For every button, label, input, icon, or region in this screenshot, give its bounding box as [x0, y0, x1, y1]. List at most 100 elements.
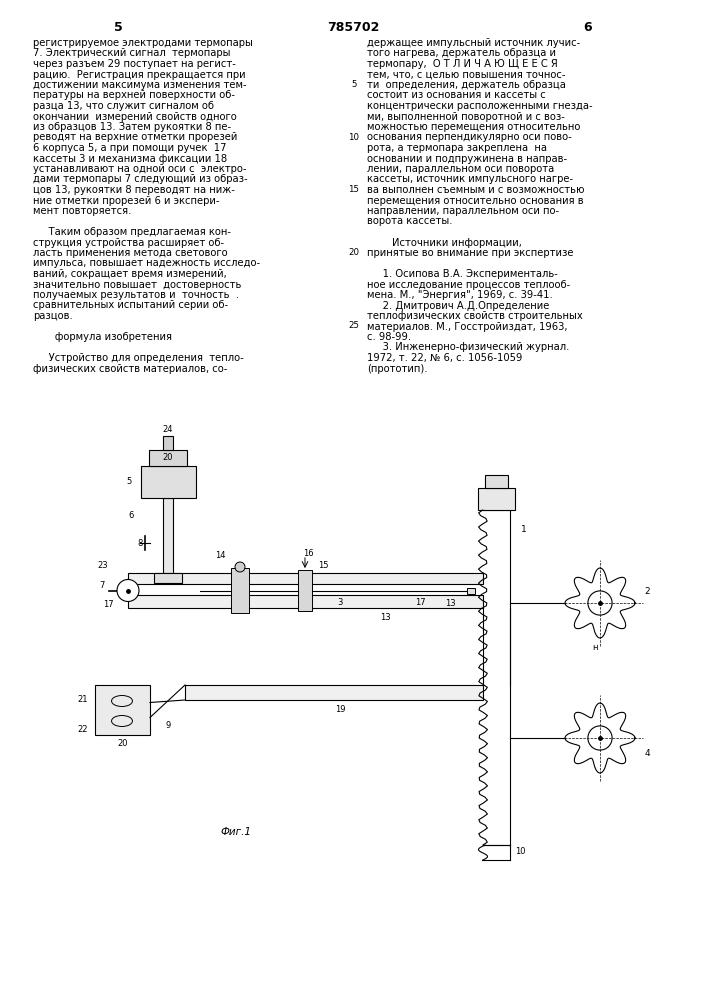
Text: 20: 20	[349, 248, 359, 257]
Text: состоит из основания и кассеты с: состоит из основания и кассеты с	[367, 91, 546, 101]
Text: перемещения относительно основания в: перемещения относительно основания в	[367, 196, 583, 206]
Text: достижении максимума изменения тем-: достижении максимума изменения тем-	[33, 80, 247, 90]
Circle shape	[235, 562, 245, 572]
Text: теплофизических свойств строительных: теплофизических свойств строительных	[367, 311, 583, 321]
Text: 15: 15	[349, 185, 359, 194]
Text: 16: 16	[303, 548, 313, 558]
Text: 5: 5	[127, 478, 132, 487]
Text: 1. Осипова В.А. Эксперименталь-: 1. Осипова В.А. Эксперименталь-	[367, 269, 558, 279]
Text: термопару,  О Т Л И Ч А Ю Щ Е Е С Я: термопару, О Т Л И Ч А Ю Щ Е Е С Я	[367, 59, 558, 69]
Text: ворота кассеты.: ворота кассеты.	[367, 217, 452, 227]
Text: ние отметки прорезей 6 и экспери-: ние отметки прорезей 6 и экспери-	[33, 196, 219, 206]
Text: лении, параллельном оси поворота: лении, параллельном оси поворота	[367, 164, 554, 174]
Text: 2: 2	[644, 586, 650, 595]
Text: устанавливают на одной оси с  электро-: устанавливают на одной оси с электро-	[33, 164, 247, 174]
Text: н: н	[592, 643, 597, 652]
Text: 10: 10	[515, 848, 525, 856]
Bar	[154, 573, 182, 583]
Text: 21: 21	[78, 696, 88, 704]
Text: через разъем 29 поступает на регист-: через разъем 29 поступает на регист-	[33, 59, 236, 69]
Text: 20: 20	[163, 454, 173, 462]
Text: ваний, сокращает время измерений,: ваний, сокращает время измерений,	[33, 269, 227, 279]
Bar	[128, 595, 483, 608]
Text: 5: 5	[351, 80, 357, 89]
Text: 1972, т. 22, № 6, с. 1056-1059: 1972, т. 22, № 6, с. 1056-1059	[367, 353, 522, 363]
Text: ласть применения метода светового: ласть применения метода светового	[33, 248, 228, 258]
Text: 23: 23	[98, 560, 108, 570]
Text: мена. М., "Энергия", 1969, с. 39-41.: мена. М., "Энергия", 1969, с. 39-41.	[367, 290, 553, 300]
Text: 10: 10	[349, 132, 359, 141]
Text: рота, а термопара закреплена  на: рота, а термопара закреплена на	[367, 143, 547, 153]
Text: с. 98-99.: с. 98-99.	[367, 332, 411, 342]
Text: 4: 4	[644, 748, 650, 758]
Text: 6 корпуса 5, а при помощи ручек  17: 6 корпуса 5, а при помощи ручек 17	[33, 143, 226, 153]
Text: 7. Электрический сигнал  термопары: 7. Электрический сигнал термопары	[33, 48, 230, 58]
Text: принятые во внимание при экспертизе: принятые во внимание при экспертизе	[367, 248, 573, 258]
Text: материалов. М., Госстройиздат, 1963,: материалов. М., Госстройиздат, 1963,	[367, 322, 568, 332]
Text: цов 13, рукоятки 8 переводят на ниж-: цов 13, рукоятки 8 переводят на ниж-	[33, 185, 235, 195]
Text: 1: 1	[521, 526, 527, 534]
Bar	[478, 488, 515, 510]
Text: 9: 9	[165, 720, 170, 730]
Text: струкция устройства расширяет об-: струкция устройства расширяет об-	[33, 237, 224, 247]
Text: 24: 24	[163, 424, 173, 434]
Text: пературы на верхней поверхности об-: пературы на верхней поверхности об-	[33, 91, 235, 101]
Circle shape	[117, 580, 139, 601]
Bar	[95, 685, 150, 735]
Text: 13: 13	[445, 598, 455, 607]
Text: основании и подпружинена в направ-: основании и подпружинена в направ-	[367, 153, 567, 163]
Text: импульса, повышает надежность исследо-: импульса, повышает надежность исследо-	[33, 258, 260, 268]
Text: концентрически расположенными гнезда-: концентрически расположенными гнезда-	[367, 101, 592, 111]
Text: ное исследование процессов теплооб-: ное исследование процессов теплооб-	[367, 279, 571, 290]
Text: Устройство для определения  тепло-: Устройство для определения тепло-	[33, 353, 244, 363]
Text: того нагрева, держатель образца и: того нагрева, держатель образца и	[367, 48, 556, 58]
Bar	[298, 570, 312, 611]
Text: мент повторяется.: мент повторяется.	[33, 206, 132, 216]
Text: основания перпендикулярно оси пово-: основания перпендикулярно оси пово-	[367, 132, 572, 142]
Text: ми, выполненной поворотной и с воз-: ми, выполненной поворотной и с воз-	[367, 111, 565, 121]
Bar	[163, 498, 173, 573]
Text: можностью перемещения относительно: можностью перемещения относительно	[367, 122, 580, 132]
Bar	[485, 475, 508, 488]
Text: 2. Дмитрович А.Д.Определение: 2. Дмитрович А.Д.Определение	[367, 300, 549, 311]
Text: 13: 13	[380, 613, 390, 622]
Text: кассеты 3 и механизма фиксации 18: кассеты 3 и механизма фиксации 18	[33, 153, 227, 163]
Text: (прототип).: (прототип).	[367, 363, 428, 373]
Text: направлении, параллельном оси по-: направлении, параллельном оси по-	[367, 206, 559, 216]
Text: реводят на верхние отметки прорезей: реводят на верхние отметки прорезей	[33, 132, 238, 142]
Text: из образцов 13. Затем рукоятки 8 пе-: из образцов 13. Затем рукоятки 8 пе-	[33, 122, 231, 132]
Text: Таким образом предлагаемая кон-: Таким образом предлагаемая кон-	[33, 227, 231, 237]
Text: значительно повышает  достоверность: значительно повышает достоверность	[33, 279, 241, 290]
Text: формула изобретения: формула изобретения	[33, 332, 172, 342]
Text: ва выполнен съемным и с возможностью: ва выполнен съемным и с возможностью	[367, 185, 585, 195]
Text: получаемых результатов и  точность  .: получаемых результатов и точность .	[33, 290, 239, 300]
Text: разца 13, что служит сигналом об: разца 13, что служит сигналом об	[33, 101, 214, 111]
Text: 5: 5	[114, 21, 122, 34]
Text: 785702: 785702	[327, 21, 379, 34]
Text: 6: 6	[128, 512, 134, 520]
Text: Фиг.1: Фиг.1	[220, 827, 251, 837]
Bar	[185, 685, 483, 700]
Text: 17: 17	[415, 598, 426, 607]
Bar	[231, 568, 249, 613]
Text: 22: 22	[78, 726, 88, 734]
Text: регистрируемое электродами термопары: регистрируемое электродами термопары	[33, 38, 253, 48]
Text: 17: 17	[103, 600, 113, 609]
Text: держащее импульсный источник лучис-: держащее импульсный источник лучис-	[367, 38, 580, 48]
Text: физических свойств материалов, со-: физических свойств материалов, со-	[33, 363, 228, 373]
Text: разцов.: разцов.	[33, 311, 73, 321]
Text: ти  определения, держатель образца: ти определения, держатель образца	[367, 80, 566, 90]
Bar	[467, 587, 475, 593]
Text: сравнительных испытаний серии об-: сравнительных испытаний серии об-	[33, 300, 228, 310]
Text: дами термопары 7 следующий из образ-: дами термопары 7 следующий из образ-	[33, 174, 247, 184]
Text: 6: 6	[584, 21, 592, 34]
Text: окончании  измерений свойств одного: окончании измерений свойств одного	[33, 111, 237, 121]
Text: 25: 25	[349, 322, 359, 330]
Text: 20: 20	[117, 738, 128, 748]
Text: кассеты, источник импульсного нагре-: кассеты, источник импульсного нагре-	[367, 174, 573, 184]
Text: тем, что, с целью повышения точнос-: тем, что, с целью повышения точнос-	[367, 70, 566, 80]
Text: 19: 19	[334, 706, 345, 714]
Bar	[163, 436, 173, 450]
Text: 8: 8	[137, 538, 143, 548]
Text: 3. Инженерно-физический журнал.: 3. Инженерно-физический журнал.	[367, 342, 569, 353]
